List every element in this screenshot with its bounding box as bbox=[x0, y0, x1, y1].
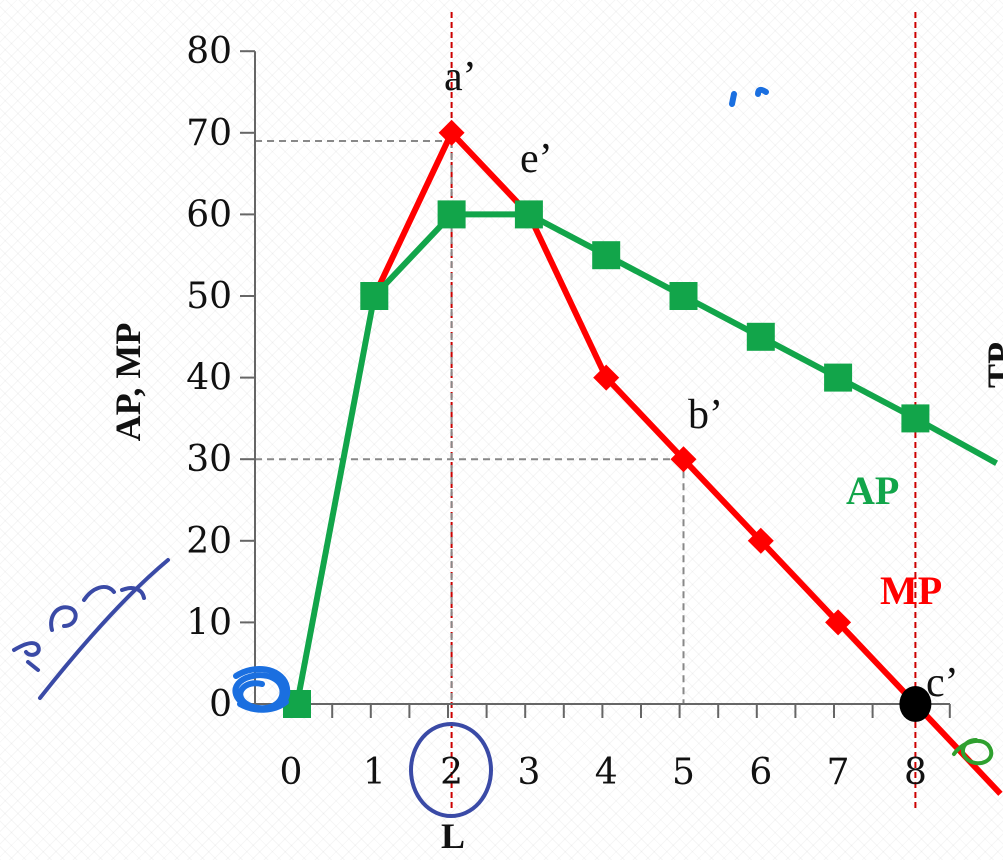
point-label-c: c’ bbox=[926, 660, 959, 706]
point-label-b: b’ bbox=[688, 392, 723, 438]
y-tick-label: 20 bbox=[186, 521, 232, 562]
series-markers bbox=[283, 119, 932, 722]
mp-point bbox=[438, 119, 465, 146]
ap-point bbox=[901, 404, 930, 433]
x-tick-label: 3 bbox=[517, 752, 540, 793]
x-tick-label: 5 bbox=[672, 752, 695, 793]
series-label-mp: MP bbox=[880, 568, 942, 613]
y-tick-label: 60 bbox=[186, 194, 232, 235]
mp-point bbox=[825, 609, 852, 636]
ap-point bbox=[514, 200, 543, 229]
series-line-ap bbox=[294, 211, 999, 705]
mp-point bbox=[747, 527, 774, 554]
y-tick-label: 30 bbox=[186, 439, 232, 480]
y-tick-label: 0 bbox=[209, 684, 232, 725]
series-lines bbox=[294, 129, 1003, 796]
y-tick-label: 10 bbox=[186, 602, 232, 643]
handwriting-blue-scribble bbox=[232, 86, 769, 713]
y-axis-title: AP, MP bbox=[108, 323, 148, 442]
y-tick-label: 70 bbox=[186, 113, 232, 154]
y-tick-label: 50 bbox=[186, 276, 232, 317]
ap-point bbox=[746, 322, 775, 351]
ap-point bbox=[824, 363, 853, 392]
ap-point bbox=[592, 241, 621, 270]
ap-point bbox=[669, 282, 698, 310]
series-label-ap: AP bbox=[846, 468, 899, 513]
y-tick-label: 40 bbox=[186, 358, 232, 399]
x-axis-title: L bbox=[441, 816, 465, 856]
x-tick-label: 0 bbox=[280, 752, 303, 793]
axes bbox=[240, 50, 951, 718]
x-tick-label: 4 bbox=[595, 752, 618, 793]
handwriting-green-mark bbox=[952, 738, 994, 766]
ap-point bbox=[360, 282, 389, 310]
x-tick-label: 1 bbox=[363, 752, 386, 793]
mp-point bbox=[670, 446, 697, 473]
x-tick-label: 8 bbox=[904, 752, 927, 793]
point-label-a: a’ bbox=[444, 54, 477, 100]
y-tick-label: 80 bbox=[186, 31, 232, 72]
ap-point bbox=[437, 200, 466, 229]
mp-point bbox=[593, 364, 620, 391]
tick-labels: 0 10 20 30 40 50 60 70 80 0 1 2 3 4 5 6 7 8 bbox=[186, 31, 927, 793]
edge-text-tp: TP bbox=[980, 342, 1003, 388]
handwriting-navy-notes bbox=[12, 558, 493, 818]
x-tick-label: 2 bbox=[440, 752, 463, 793]
point-label-e: e’ bbox=[520, 136, 553, 182]
x-tick-label: 7 bbox=[827, 752, 850, 793]
x-tick-label: 6 bbox=[749, 752, 772, 793]
mp-point-c bbox=[899, 686, 932, 722]
